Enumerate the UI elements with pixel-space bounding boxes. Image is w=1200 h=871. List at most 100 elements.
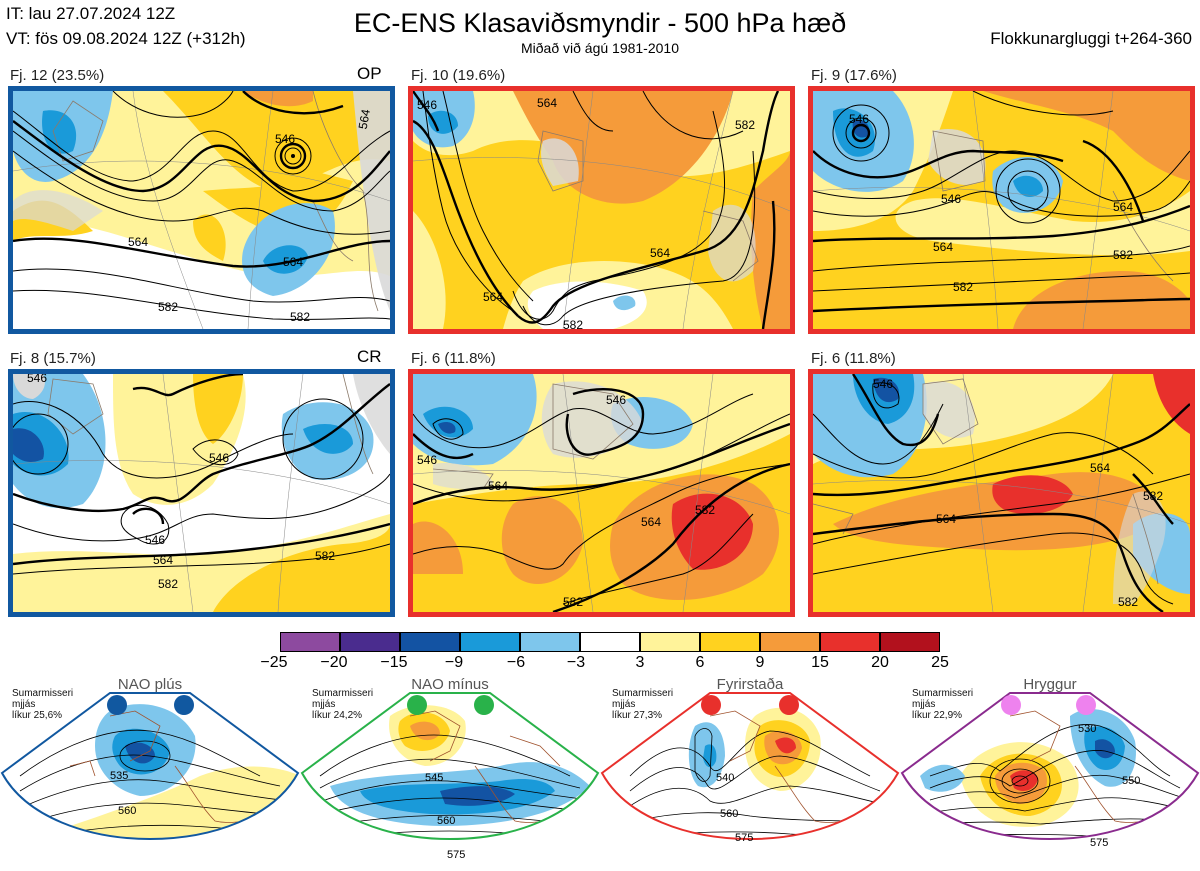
color-scale-tick: 15 bbox=[811, 654, 829, 671]
contour-label: 582 bbox=[158, 300, 178, 314]
color-scale-bin bbox=[580, 632, 640, 652]
regime-nao-plus[interactable]: 535 560 NAO plús Sumarmisseri mjjás líku… bbox=[0, 676, 300, 871]
regime-probability: líkur 27,3% bbox=[612, 710, 663, 721]
panel-3-title: Fj. 9 (17.6%) bbox=[811, 67, 897, 84]
cluster-map-panel-4[interactable]: 546 546 546 564 582 582 bbox=[8, 369, 395, 617]
cluster-map-panel-1[interactable]: 546 564 564 564 582 582 bbox=[8, 86, 395, 334]
contour-label: 546 bbox=[27, 374, 47, 385]
contour-label: 564 bbox=[537, 96, 557, 110]
initial-time: IT: lau 27.07.2024 12Z bbox=[6, 4, 176, 23]
cluster-map-panel-3[interactable]: 546 546 564 564 582 582 bbox=[808, 86, 1195, 334]
color-scale-tick: −20 bbox=[320, 654, 348, 671]
regime-season: Sumarmisseri bbox=[312, 688, 374, 699]
contour-label: 564 bbox=[641, 515, 661, 529]
contour-label: 582 bbox=[735, 118, 755, 132]
color-scale-bin bbox=[340, 632, 400, 652]
panel-5-title: Fj. 6 (11.8%) bbox=[411, 350, 496, 367]
regime-nao-minus[interactable]: 545 560 575 NAO mínus Sumarmisseri mjjás… bbox=[300, 676, 600, 871]
regime-contour-label: 560 bbox=[118, 805, 136, 817]
classification-window: Flokkunargluggi t+264-360 bbox=[990, 29, 1192, 48]
regime-season-info: Sumarmisseri mjjás líkur 24,2% bbox=[312, 688, 373, 721]
regime-blocking[interactable]: 540 560 575 Fyrirstaða Sumarmisseri mjjá… bbox=[600, 676, 900, 871]
contour-label: 546 bbox=[209, 451, 229, 465]
regime-contour-label: 575 bbox=[1090, 837, 1108, 849]
color-scale-bin bbox=[820, 632, 880, 652]
regime-contour-label: 575 bbox=[447, 849, 465, 861]
regime-season: Sumarmisseri bbox=[912, 688, 974, 699]
contour-label: 564 bbox=[153, 553, 173, 567]
color-scale-tick: 9 bbox=[755, 654, 765, 671]
regime-contour-label: 535 bbox=[110, 770, 128, 782]
contour-label: 564 bbox=[356, 108, 373, 130]
color-scale-bin bbox=[400, 632, 460, 652]
contour-label: 564 bbox=[650, 246, 670, 260]
regime-contour-label: 560 bbox=[720, 808, 738, 820]
page-subtitle: Miðað við ágú 1981-2010 bbox=[520, 40, 679, 56]
regime-season-info: Sumarmisseri mjjás líkur 22,9% bbox=[912, 688, 973, 721]
contour-label: 582 bbox=[563, 595, 583, 609]
contour-label: 564 bbox=[488, 479, 508, 493]
regime-probability: líkur 22,9% bbox=[912, 710, 963, 721]
page-title: EC-ENS Klasaviðsmyndir - 500 hPa hæð bbox=[353, 8, 847, 38]
valid-time: VT: fös 09.08.2024 12Z (+312h) bbox=[6, 29, 246, 48]
regime-name: Hryggur bbox=[1023, 676, 1077, 693]
regime-marker-dot bbox=[407, 695, 427, 715]
color-scale-tick: −6 bbox=[506, 654, 526, 671]
contour-label: 582 bbox=[315, 549, 335, 563]
color-scale-tick: 3 bbox=[635, 654, 645, 671]
color-scale-tick: −25 bbox=[260, 654, 288, 671]
color-scale-tick: −15 bbox=[380, 654, 408, 671]
contour-label: 546 bbox=[417, 453, 437, 467]
panel-4-title: Fj. 8 (15.7%) bbox=[10, 350, 96, 367]
regime-marker-dot bbox=[474, 695, 494, 715]
regime-ridge[interactable]: 530 550 575 Hryggur Sumarmisseri mjjás l… bbox=[900, 676, 1200, 871]
contour-label: 546 bbox=[849, 112, 869, 126]
regime-season-info: Sumarmisseri mjjás líkur 27,3% bbox=[612, 688, 673, 721]
regime-marker-dot bbox=[701, 695, 721, 715]
contour-label: 582 bbox=[563, 318, 583, 329]
contour-label: 564 bbox=[128, 235, 148, 249]
panel-4-tag: CR bbox=[357, 347, 382, 366]
regime-marker-dot bbox=[1076, 695, 1096, 715]
regime-contour-label: 560 bbox=[437, 815, 455, 827]
regime-season: Sumarmisseri bbox=[612, 688, 674, 699]
contour-label: 546 bbox=[417, 98, 437, 112]
regime-probability: líkur 25,6% bbox=[12, 710, 63, 721]
regime-probability: líkur 24,2% bbox=[312, 710, 363, 721]
cluster-map-panel-6[interactable]: 546 564 564 582 582 bbox=[808, 369, 1195, 617]
regime-name: NAO mínus bbox=[411, 676, 489, 693]
contour-label: 564 bbox=[933, 240, 953, 254]
regime-months: mjjás bbox=[12, 699, 36, 710]
color-scale-tick: 25 bbox=[931, 654, 949, 671]
cluster-map-panel-5[interactable]: 546 546 564 564 582 582 bbox=[408, 369, 795, 617]
regime-contour-label: 575 bbox=[735, 832, 753, 844]
contour-label: 582 bbox=[953, 280, 973, 294]
regime-name: Fyrirstaða bbox=[716, 676, 784, 693]
contour-label: 546 bbox=[941, 192, 961, 206]
color-scale-bin bbox=[880, 632, 940, 652]
regime-season-info: Sumarmisseri mjjás líkur 25,6% bbox=[12, 688, 73, 721]
regime-marker-dot bbox=[174, 695, 194, 715]
contour-label: 582 bbox=[1113, 248, 1133, 262]
cluster-map-panel-2[interactable]: 546 564 564 564 582 582 bbox=[408, 86, 795, 334]
panel-2-title: Fj. 10 (19.6%) bbox=[411, 67, 506, 84]
regime-contour-label: 540 bbox=[716, 772, 734, 784]
contour-label: 582 bbox=[158, 577, 178, 591]
color-scale-tick: −3 bbox=[566, 654, 586, 671]
contour-label: 564 bbox=[483, 290, 503, 304]
regime-months: mjjás bbox=[612, 699, 636, 710]
contour-label: 546 bbox=[606, 393, 626, 407]
color-scale-tick: −9 bbox=[444, 654, 464, 671]
regime-months: mjjás bbox=[912, 699, 936, 710]
color-scale-tick: 6 bbox=[695, 654, 705, 671]
regime-contour-label: 530 bbox=[1078, 723, 1096, 735]
contour-label: 564 bbox=[936, 512, 956, 526]
color-scale-tick: 20 bbox=[871, 654, 889, 671]
contour-label: 582 bbox=[1143, 489, 1163, 503]
regime-marker-dot bbox=[779, 695, 799, 715]
contour-label: 546 bbox=[873, 377, 893, 391]
contour-label: 582 bbox=[1118, 595, 1138, 609]
color-scale-bin bbox=[460, 632, 520, 652]
contour-label: 564 bbox=[283, 255, 303, 269]
regime-months: mjjás bbox=[312, 699, 336, 710]
